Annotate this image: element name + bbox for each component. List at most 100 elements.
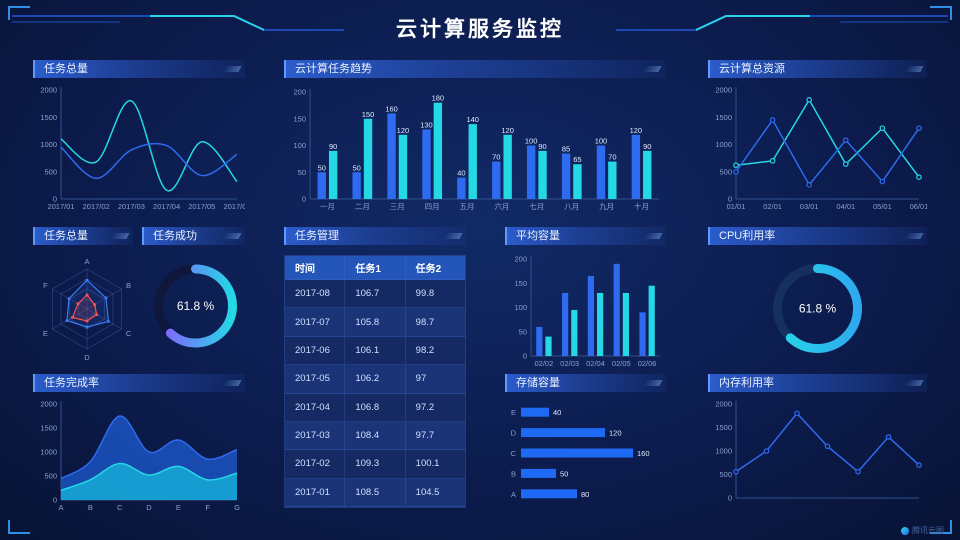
task-table-head: 时间 任务1 任务2 (285, 256, 465, 280)
svg-text:C: C (117, 503, 123, 512)
table-cell: 2017-01 (285, 478, 346, 507)
svg-text:0: 0 (523, 352, 527, 361)
panel-title-task-total-radar: 任务总量 (33, 227, 133, 245)
svg-text:130: 130 (420, 120, 433, 129)
table-row: 2017-03 108.4 97.7 (285, 421, 465, 451)
table-cell: 100.1 (405, 450, 465, 479)
table-column-header: 任务2 (405, 256, 465, 280)
page-title: 云计算服务监控 (396, 18, 564, 41)
corner-decoration-top-left (8, 6, 30, 20)
panel-task-total-radar: 任务总量 (33, 227, 133, 245)
panel-title-avg-capacity: 平均容量 (505, 227, 666, 245)
svg-text:80: 80 (581, 490, 589, 499)
table-row: 2017-02 109.3 100.1 (285, 450, 465, 479)
svg-text:A: A (58, 503, 63, 512)
table-cell: 97.7 (405, 422, 465, 451)
svg-text:100: 100 (525, 137, 538, 146)
svg-text:0: 0 (728, 494, 732, 503)
svg-text:一月: 一月 (320, 202, 335, 211)
svg-text:500: 500 (44, 167, 57, 176)
svg-text:01/01: 01/01 (727, 202, 746, 211)
task-success-gauge: 61.8 % (146, 247, 245, 365)
panel-title-cpu: CPU利用率 (708, 227, 927, 245)
panel-title-trend: 云计算任务趋势 (284, 60, 665, 78)
panel-title-text: 任务总量 (44, 63, 88, 75)
table-cell: 2017-08 (285, 280, 346, 309)
panel-title-text: 任务完成率 (44, 377, 99, 389)
svg-text:61.8 %: 61.8 % (799, 302, 837, 316)
svg-text:100: 100 (514, 303, 527, 312)
svg-text:2017/06: 2017/06 (223, 202, 245, 211)
svg-text:F: F (43, 281, 48, 290)
svg-text:02/01: 02/01 (763, 202, 782, 211)
svg-text:90: 90 (538, 142, 546, 151)
table-cell: 108.4 (345, 421, 406, 451)
svg-text:D: D (511, 429, 517, 438)
task-total-line-chart: 0 500 1000 1500 2000 2017/01 2017/02 2017/03 201… (33, 80, 250, 213)
table-column-header: 任务1 (345, 256, 406, 280)
svg-text:40: 40 (553, 408, 561, 417)
svg-text:2017/03: 2017/03 (118, 202, 145, 211)
svg-text:03/01: 03/01 (800, 202, 819, 211)
svg-text:0: 0 (302, 195, 306, 204)
panel-storage: 存储容量 E 40 D 120 C 160 B 50 A 80 (505, 374, 666, 512)
table-cell: 2017-03 (285, 421, 346, 451)
panel-title-storage: 存储容量 (505, 374, 666, 392)
svg-text:160: 160 (637, 449, 650, 458)
panel-title-text: CPU利用率 (719, 230, 776, 242)
svg-text:90: 90 (643, 142, 651, 151)
svg-text:120: 120 (397, 126, 410, 135)
svg-text:九月: 九月 (599, 202, 614, 211)
table-cell: 2017-05 (285, 365, 346, 394)
table-cell: 106.2 (345, 365, 406, 394)
table-row: 2017-08 106.7 99.8 (285, 280, 465, 309)
svg-text:1000: 1000 (40, 140, 57, 149)
panel-completion: 任务完成率 0 500 1000 1500 2000 A B C D E F G (33, 374, 245, 514)
svg-text:100: 100 (595, 137, 608, 146)
panel-title-text: 云计算总资源 (719, 63, 785, 75)
header-decoration-right-lines (616, 15, 948, 31)
svg-text:二月: 二月 (355, 202, 370, 211)
panel-title-text: 内存利用率 (719, 377, 774, 389)
svg-text:85: 85 (562, 145, 570, 154)
panel-trend: 云计算任务趋势 0 50 100 150 200 一月 50 90 二月 50 150 三月 160 12… (284, 60, 665, 213)
svg-text:A: A (84, 257, 89, 266)
svg-text:70: 70 (492, 153, 500, 162)
header-decoration-left-lines (12, 15, 344, 31)
svg-text:180: 180 (432, 94, 445, 103)
table-cell: 105.8 (345, 308, 406, 337)
svg-text:1500: 1500 (40, 424, 57, 433)
corner-decoration-top-right (930, 6, 952, 20)
svg-text:2000: 2000 (40, 86, 57, 95)
panel-title-text: 平均容量 (516, 230, 560, 242)
table-row: 2017-07 105.8 98.7 (285, 308, 465, 337)
svg-text:1000: 1000 (715, 140, 732, 149)
svg-text:02/04: 02/04 (586, 359, 605, 368)
svg-text:2017/05: 2017/05 (188, 202, 215, 211)
table-row: 2017-05 106.2 97 (285, 365, 465, 394)
svg-text:2017/01: 2017/01 (47, 202, 74, 211)
svg-text:500: 500 (44, 472, 57, 481)
svg-text:E: E (43, 329, 48, 338)
svg-text:D: D (84, 353, 90, 362)
table-cell: 109.3 (345, 450, 406, 479)
svg-text:八月: 八月 (564, 202, 579, 211)
svg-text:C: C (126, 329, 132, 338)
svg-text:06/01: 06/01 (910, 202, 927, 211)
table-cell: 106.8 (345, 393, 406, 422)
svg-text:1500: 1500 (40, 113, 57, 122)
completion-area-chart: 0 500 1000 1500 2000 A B C D E F G (33, 394, 245, 514)
svg-text:150: 150 (293, 114, 306, 123)
panel-title-text: 存储容量 (516, 377, 560, 389)
vendor-watermark[interactable]: 腾讯云图 (901, 525, 944, 536)
svg-text:200: 200 (514, 255, 527, 264)
panel-title-task-manage: 任务管理 (284, 227, 466, 245)
svg-text:十月: 十月 (634, 201, 649, 211)
vendor-watermark-label: 腾讯云图 (912, 526, 944, 535)
svg-text:140: 140 (466, 115, 479, 124)
svg-text:40: 40 (457, 169, 465, 178)
svg-text:三月: 三月 (390, 202, 405, 211)
svg-text:61.8 %: 61.8 % (177, 299, 215, 313)
corner-decoration-bottom-left (8, 520, 30, 534)
